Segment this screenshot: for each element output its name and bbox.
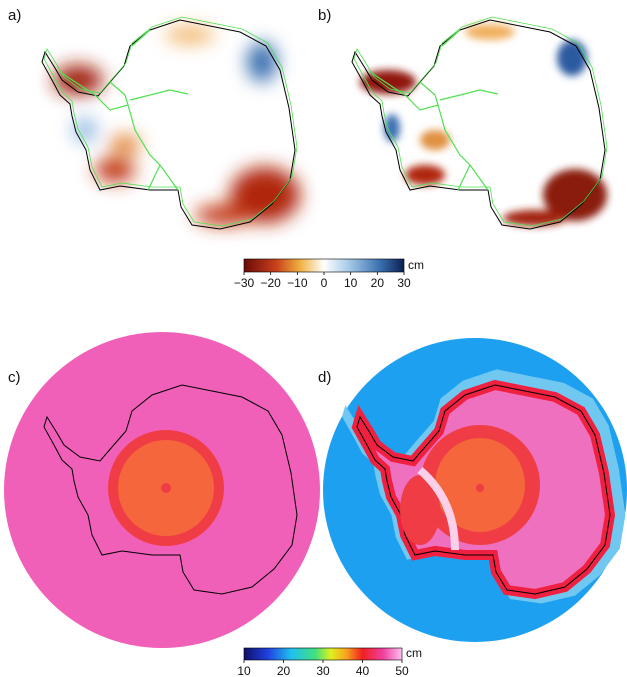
panel-label: b) [318,7,331,24]
colorbar-tick-label: 50 [395,664,409,677]
colorbar-tick-label: −20 [260,276,281,290]
colorbar-tick-label: 10 [237,664,251,677]
colorbar-tick-label: 20 [277,664,291,677]
colorbar-tick-label: 20 [371,276,385,290]
colorbar-tick-label: 40 [356,664,370,677]
map-a [42,17,300,229]
colorbar-tick-label: 10 [344,276,358,290]
colorbar-tick-label: −30 [234,276,255,290]
map-d [323,338,627,642]
colorbar [244,648,402,660]
panel-label: a) [8,7,21,24]
map-b [352,17,607,229]
colorbar-tick-label: −10 [287,276,308,290]
colorbar-tick-label: 0 [321,276,328,290]
colorbar-unit: cm [408,258,424,272]
figure: a) b) c) d) cm cm −30 −20 −10 0 10 20 30 10 20 30… [0,0,627,677]
panel-label: c) [8,369,21,386]
colorbar-tick-label: 30 [316,664,330,677]
panel-label: d) [318,369,331,386]
colorbar-unit: cm [406,646,422,660]
map-c [4,332,320,648]
colorbar-tick-label: 30 [397,276,411,290]
colorbar [244,259,404,272]
